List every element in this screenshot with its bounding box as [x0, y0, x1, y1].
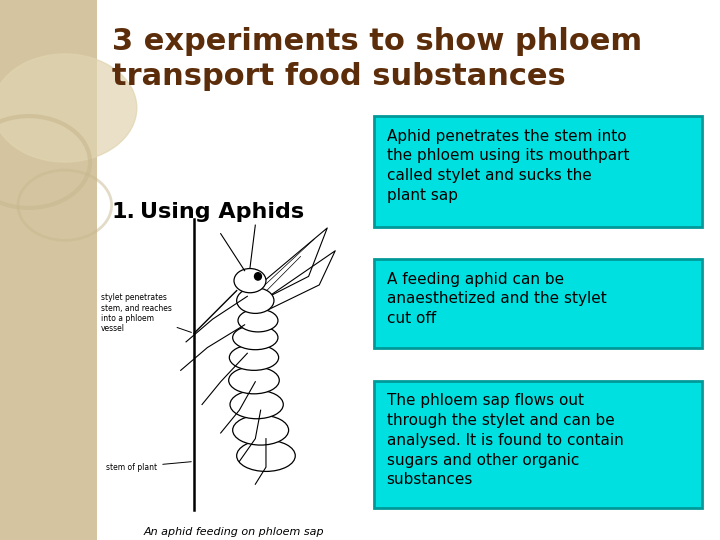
Ellipse shape	[233, 415, 289, 445]
FancyBboxPatch shape	[374, 116, 702, 227]
Circle shape	[254, 273, 261, 280]
Ellipse shape	[234, 268, 266, 293]
Text: Aphid penetrates the stem into
the phloem using its mouthpart
called stylet and : Aphid penetrates the stem into the phloe…	[387, 129, 629, 203]
Circle shape	[0, 54, 137, 162]
Text: stylet penetrates
stem, and reaches
into a phloem
vessel: stylet penetrates stem, and reaches into…	[101, 293, 192, 334]
Text: A feeding aphid can be
anaesthetized and the stylet
cut off: A feeding aphid can be anaesthetized and…	[387, 272, 606, 326]
Text: An aphid feeding on phloem sap: An aphid feeding on phloem sap	[144, 527, 324, 537]
Text: The phloem sap flows out
through the stylet and can be
analysed. It is found to : The phloem sap flows out through the sty…	[387, 393, 624, 487]
Ellipse shape	[237, 440, 295, 471]
Bar	[0, 0, 97, 540]
Text: Using Aphids: Using Aphids	[140, 202, 305, 222]
Ellipse shape	[238, 309, 278, 332]
Ellipse shape	[229, 367, 279, 394]
Ellipse shape	[230, 390, 283, 418]
Text: 1.: 1.	[112, 202, 135, 222]
Text: 3 experiments to show phloem
transport food substances: 3 experiments to show phloem transport f…	[112, 27, 642, 91]
FancyBboxPatch shape	[374, 381, 702, 508]
Text: stem of plant: stem of plant	[106, 462, 192, 471]
Ellipse shape	[237, 288, 274, 313]
FancyBboxPatch shape	[374, 259, 702, 348]
Ellipse shape	[230, 345, 279, 370]
Ellipse shape	[233, 326, 278, 350]
